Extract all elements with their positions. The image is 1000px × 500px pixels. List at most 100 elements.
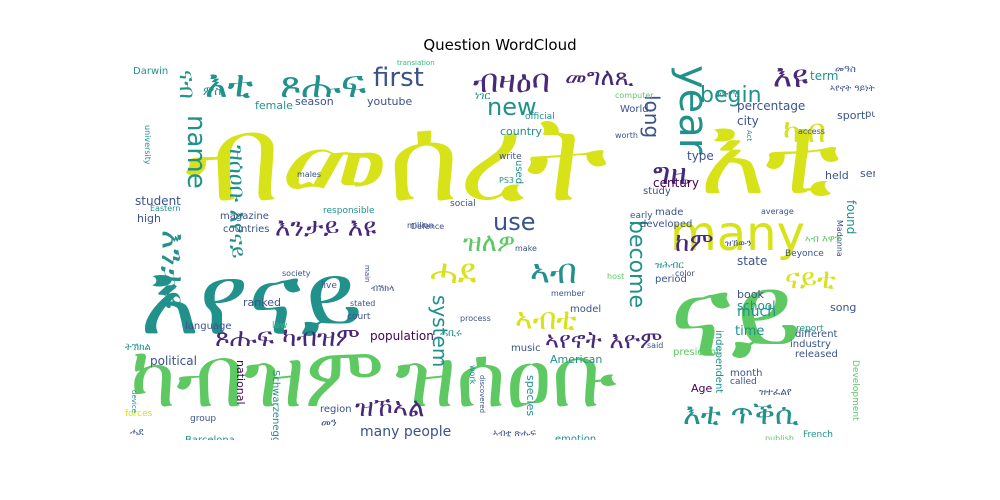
cloud-word: emotion: [555, 434, 597, 441]
cloud-word: sport: [837, 109, 866, 122]
cloud-word: state: [737, 254, 768, 268]
cloud-word: access: [798, 127, 825, 136]
cloud-word: month: [730, 368, 763, 379]
cloud-word: begin: [700, 83, 762, 108]
cloud-word: new: [487, 93, 537, 121]
cloud-word: ኣብ እዋን: [805, 234, 841, 245]
cloud-word: main: [363, 265, 371, 283]
cloud-word: ናይቲ: [785, 262, 836, 295]
cloud-word: independent: [713, 330, 724, 394]
cloud-word: worth: [615, 131, 638, 140]
cloud-word: Act: [745, 130, 753, 142]
cloud-word: society: [282, 269, 311, 278]
cloud-word: computer: [615, 91, 654, 100]
cloud-word: ዝኸውን: [725, 239, 752, 249]
cloud-word: percentage: [737, 99, 806, 113]
cloud-word: ዝኾኣል: [355, 393, 425, 423]
cloud-word: year: [670, 65, 716, 155]
cloud-word: ብሽክላ: [371, 284, 395, 294]
cloud-word: Defence: [411, 222, 445, 231]
cloud-word: ሓቢሩ: [440, 328, 462, 339]
cloud-word: use: [493, 208, 536, 236]
cloud-word: ሓደ: [130, 427, 144, 438]
cloud-word: city: [737, 114, 759, 128]
cloud-word: national: [234, 360, 247, 405]
cloud-word: World: [620, 104, 649, 115]
cloud-word: Beyonce: [785, 249, 824, 259]
chart-title: Question WordCloud: [423, 36, 577, 54]
cloud-word: males: [297, 170, 322, 179]
cloud-word: region: [320, 404, 352, 415]
cloud-word: ምስ: [203, 84, 222, 98]
cloud-word: member: [551, 289, 585, 298]
cloud-word: live: [321, 281, 337, 291]
cloud-word: እቲ: [700, 91, 840, 219]
cloud-word: country: [500, 125, 543, 138]
cloud-word: መዓስ: [835, 64, 856, 75]
cloud-word: ግዜ: [653, 157, 691, 192]
cloud-word: ሓደ: [430, 252, 477, 292]
cloud-word: ኣብቲ ጽሑፍ: [493, 429, 537, 439]
cloud-word: መግለጺ: [565, 63, 634, 91]
cloud-word: early: [630, 211, 653, 221]
cloud-word: host: [607, 272, 625, 281]
cloud-word: youtube: [367, 95, 413, 108]
cloud-word: social: [450, 199, 476, 209]
cloud-word: university: [143, 125, 152, 165]
cloud-word: make: [515, 244, 537, 253]
cloud-word: ዝሰዐቡ: [395, 328, 618, 427]
cloud-word: president: [673, 347, 721, 358]
cloud-word: countries: [223, 224, 270, 235]
cloud-word: ብዛዕባ: [473, 62, 550, 100]
cloud-word: school: [737, 299, 776, 313]
cloud-word: used: [513, 160, 524, 185]
cloud-word: ኣብ: [530, 252, 577, 292]
cloud-word: become: [624, 220, 649, 309]
cloud-word: ኣየኖት ዓይነት: [830, 84, 875, 94]
cloud-word: law: [272, 321, 288, 331]
cloud-word: ዝሕብር: [655, 260, 684, 271]
cloud-word: መን: [321, 416, 337, 429]
cloud-word: ቅድሚ: [715, 89, 739, 100]
cloud-word: ranked: [243, 296, 281, 309]
cloud-word: first: [373, 63, 424, 93]
cloud-word: period: [655, 274, 687, 285]
cloud-word: many: [670, 206, 805, 262]
cloud-word: held: [825, 169, 849, 182]
cloud-word: እየናይ: [140, 241, 363, 358]
cloud-word: average: [761, 207, 794, 216]
cloud-word: American: [550, 353, 603, 366]
cloud-word: political: [150, 354, 197, 368]
cloud-word: official: [525, 112, 555, 122]
cloud-word: time: [735, 324, 765, 339]
cloud-word: court: [347, 312, 371, 322]
cloud-word: Eastern: [150, 204, 181, 213]
cloud-word: report: [796, 324, 824, 334]
cloud-word: ኣየኖት እዮም: [545, 326, 663, 354]
cloud-word: high: [137, 212, 161, 225]
cloud-word: many people: [360, 424, 452, 440]
cloud-word: device: [130, 390, 138, 413]
cloud-word: እንታይ: [154, 230, 192, 310]
cloud-word: Age: [691, 382, 713, 395]
cloud-word: public: [865, 109, 875, 120]
word-cloud: ብመሰረት እቲ እየናይ ናይ ካብዝም ዝሰዐቡ many year first ጾሑፍ እቲ ብ…: [125, 60, 875, 440]
cloud-word: music: [511, 343, 541, 354]
cloud-word: እቲ ጥቕሲ: [683, 397, 799, 432]
cloud-word: song: [830, 301, 857, 314]
cloud-word: found: [844, 200, 858, 235]
cloud-word: ኣብቲ: [515, 302, 577, 337]
cloud-word: work: [468, 365, 477, 385]
cloud-word: season: [295, 95, 334, 108]
cloud-word: released: [795, 349, 838, 360]
cloud-word: Schwarzenegger: [270, 370, 281, 440]
cloud-word: said: [647, 341, 664, 350]
cloud-word: language: [185, 321, 232, 332]
cloud-word: century: [653, 176, 699, 190]
cloud-word: French: [803, 430, 833, 440]
cloud-word: long: [640, 95, 664, 139]
cloud-word: magazine: [220, 211, 269, 222]
cloud-word: translation: [397, 60, 435, 67]
cloud-word: ዝሰዐቡ እየናይ: [224, 145, 249, 259]
cloud-word: ጾሑፍ ካብዝም: [215, 323, 360, 353]
